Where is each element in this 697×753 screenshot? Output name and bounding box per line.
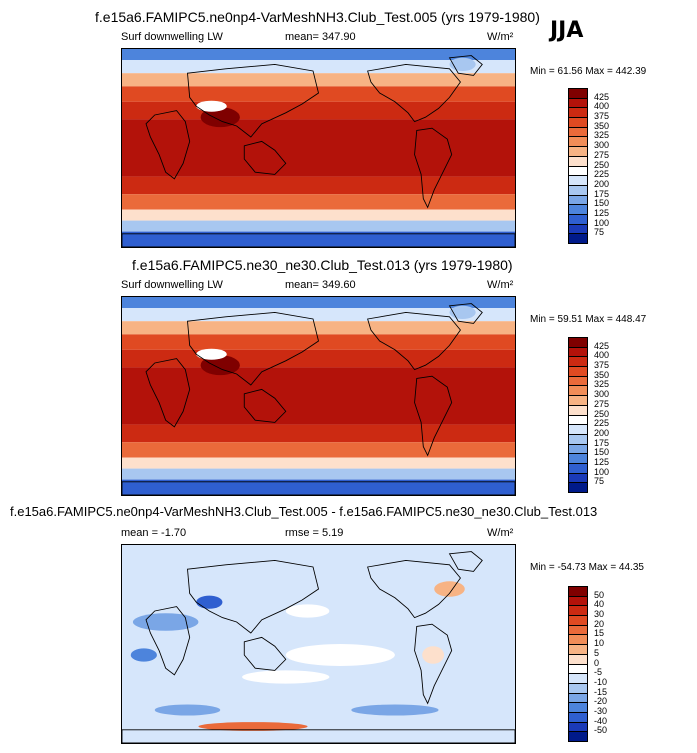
colorbar-tick-label: 275 bbox=[594, 398, 610, 409]
panel-1-units: W/m² bbox=[487, 31, 514, 43]
panel-2-mean: mean= 349.60 bbox=[285, 279, 356, 291]
panel-3-mean: mean = -1.70 bbox=[121, 527, 187, 539]
panel-3-rmse: rmse = 5.19 bbox=[285, 527, 344, 539]
colorbar-tick-label: 20 bbox=[594, 618, 605, 629]
panel-3-colorbar: 50 40 30 20 15 10 5 0 -5 -10 -15 -20 -30 -40 -50 bbox=[568, 586, 628, 742]
panel-3-minmax: Min = -54.73 Max = 44.35 bbox=[530, 562, 644, 573]
colorbar-tick-label: -10 bbox=[594, 676, 608, 687]
colorbar-tick-label: 400 bbox=[594, 101, 610, 112]
colorbar-tick-label: 375 bbox=[594, 111, 610, 122]
panel-1-mean: mean= 347.90 bbox=[285, 31, 356, 43]
panel-3-units: W/m² bbox=[487, 527, 514, 539]
colorbar-tick-label: -40 bbox=[594, 715, 608, 726]
map-field bbox=[121, 297, 516, 496]
panel-2-minmax: Min = 59.51 Max = 448.47 bbox=[530, 314, 647, 325]
panel-1-colorbar: 425 400 375 350 325 300 275 250 225 200 175 150 125 1… bbox=[568, 88, 628, 244]
colorbar-tick-label: 225 bbox=[594, 418, 610, 429]
colorbar-tick-label: 10 bbox=[594, 638, 605, 649]
colorbar-tick-label: 400 bbox=[594, 350, 610, 361]
season-label: JJA bbox=[550, 18, 584, 43]
panel-2-title: f.e15a6.FAMIPC5.ne30_ne30.Club_Test.013 … bbox=[132, 257, 513, 273]
panel-1-title: f.e15a6.FAMIPC5.ne0np4-VarMeshNH3.Club_T… bbox=[95, 9, 540, 25]
panel-2-colorbar: 425 400 375 350 325 300 275 250 225 200 175 150 125 1… bbox=[568, 337, 628, 493]
colorbar-tick-label: 0 bbox=[594, 657, 600, 668]
colorbar-tick-label: 200 bbox=[594, 178, 610, 189]
colorbar-tick-label: 425 bbox=[594, 340, 610, 351]
colorbar-tick-label: 175 bbox=[594, 437, 610, 448]
colorbar-tick-label: 325 bbox=[594, 130, 610, 141]
colorbar-tick-label: 425 bbox=[594, 91, 610, 102]
colorbar-tick-label: 175 bbox=[594, 188, 610, 199]
colorbar-tick-label: 125 bbox=[594, 456, 610, 467]
colorbar-tick-label: 325 bbox=[594, 379, 610, 390]
panel-1-minmax: Min = 61.56 Max = 442.39 bbox=[530, 66, 647, 77]
colorbar-segment bbox=[568, 731, 588, 742]
colorbar-tick-label: 125 bbox=[594, 207, 610, 218]
colorbar-tick-label: 150 bbox=[594, 447, 610, 458]
colorbar-tick-label: 5 bbox=[594, 647, 600, 658]
panel-1-map bbox=[121, 48, 516, 248]
map-field bbox=[121, 49, 516, 248]
colorbar-tick-label: 350 bbox=[594, 369, 610, 380]
colorbar-tick-label: -5 bbox=[594, 667, 603, 678]
colorbar-tick-label: 30 bbox=[594, 609, 605, 620]
colorbar-tick-label: 100 bbox=[594, 466, 610, 477]
colorbar-tick-label: 40 bbox=[594, 599, 605, 610]
colorbar-segment bbox=[568, 482, 588, 493]
panel-2-map bbox=[121, 296, 516, 496]
colorbar-tick-label: -20 bbox=[594, 696, 608, 707]
colorbar-tick-label: 250 bbox=[594, 408, 610, 419]
colorbar-tick-label: 225 bbox=[594, 169, 610, 180]
colorbar-tick-label: 350 bbox=[594, 120, 610, 131]
colorbar-tick-label: -15 bbox=[594, 686, 608, 697]
colorbar-tick-label: 275 bbox=[594, 149, 610, 160]
panel-3-map bbox=[121, 544, 516, 744]
panel-3-title: f.e15a6.FAMIPC5.ne0np4-VarMeshNH3.Club_T… bbox=[10, 504, 598, 519]
colorbar-tick-label: 75 bbox=[594, 227, 605, 238]
colorbar-segment bbox=[568, 233, 588, 244]
colorbar-tick-label: 375 bbox=[594, 360, 610, 371]
colorbar-tick-label: 300 bbox=[594, 140, 610, 151]
colorbar-tick-label: -50 bbox=[594, 725, 608, 736]
colorbar-tick-label: 300 bbox=[594, 389, 610, 400]
colorbar-tick-label: 75 bbox=[594, 476, 605, 487]
map-field bbox=[121, 545, 516, 744]
colorbar-tick-label: 15 bbox=[594, 628, 605, 639]
panel-2-units: W/m² bbox=[487, 279, 514, 291]
colorbar-tick-label: 100 bbox=[594, 217, 610, 228]
colorbar-tick-label: 50 bbox=[594, 589, 605, 600]
colorbar-tick-label: 150 bbox=[594, 198, 610, 209]
colorbar-tick-label: 200 bbox=[594, 427, 610, 438]
panel-2-variable: Surf downwelling LW bbox=[121, 279, 223, 291]
panel-1-variable: Surf downwelling LW bbox=[121, 31, 223, 43]
colorbar-tick-label: 250 bbox=[594, 159, 610, 170]
colorbar-tick-label: -30 bbox=[594, 705, 608, 716]
